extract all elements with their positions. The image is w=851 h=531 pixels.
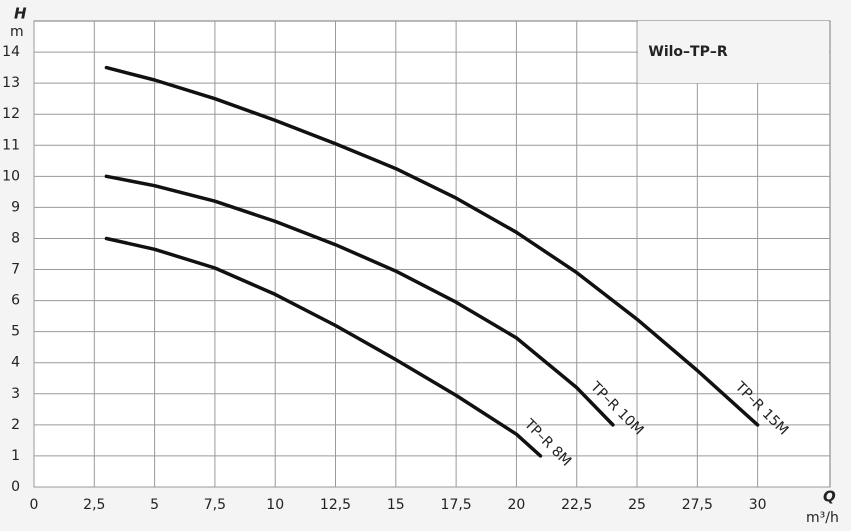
y-axis-label: H xyxy=(14,5,27,23)
y-tick-label: 13 xyxy=(2,75,20,91)
grid-layer xyxy=(33,20,831,488)
y-tick-label: 3 xyxy=(11,386,20,402)
x-tick-label: 17,5 xyxy=(441,497,472,513)
y-tick-label: 6 xyxy=(11,293,20,309)
curve xyxy=(104,236,543,458)
y-tick-label: 10 xyxy=(2,168,20,184)
y-tick-label: 7 xyxy=(11,262,20,278)
y-tick-label: 12 xyxy=(2,106,20,122)
y-tick-label: 14 xyxy=(2,44,20,60)
x-tick-label: 12,5 xyxy=(320,497,351,513)
y-tick-label: 5 xyxy=(11,324,20,340)
y-tick-label: 0 xyxy=(11,479,20,495)
x-tick-label: 25 xyxy=(628,497,646,513)
x-tick-label: 20 xyxy=(508,497,526,513)
y-tick-label: 8 xyxy=(11,230,20,246)
x-tick-label: 5 xyxy=(150,497,159,513)
title-box xyxy=(638,21,829,83)
plot-area xyxy=(33,20,831,488)
x-tick-label: 27,5 xyxy=(682,497,713,513)
x-tick-label: 2,5 xyxy=(83,497,105,513)
x-axis-label: Q xyxy=(823,488,836,506)
y-tick-label: 11 xyxy=(2,137,20,153)
x-tick-label: 22,5 xyxy=(561,497,592,513)
x-tick-label: 0 xyxy=(30,497,39,513)
y-tick-label: 4 xyxy=(11,355,20,371)
x-tick-label: 30 xyxy=(749,497,767,513)
curve xyxy=(104,65,760,427)
y-axis-unit: m xyxy=(10,24,24,40)
y-tick-label: 1 xyxy=(11,448,20,464)
x-tick-label: 15 xyxy=(387,497,405,513)
chart-title: Wilo–TP–R xyxy=(648,44,727,60)
x-axis-unit: m³/h xyxy=(806,510,839,526)
y-tick-label: 9 xyxy=(11,199,20,215)
y-tick-label: 2 xyxy=(11,417,20,433)
x-tick-label: 10 xyxy=(266,497,284,513)
curve xyxy=(104,174,615,427)
x-tick-label: 7,5 xyxy=(204,497,226,513)
